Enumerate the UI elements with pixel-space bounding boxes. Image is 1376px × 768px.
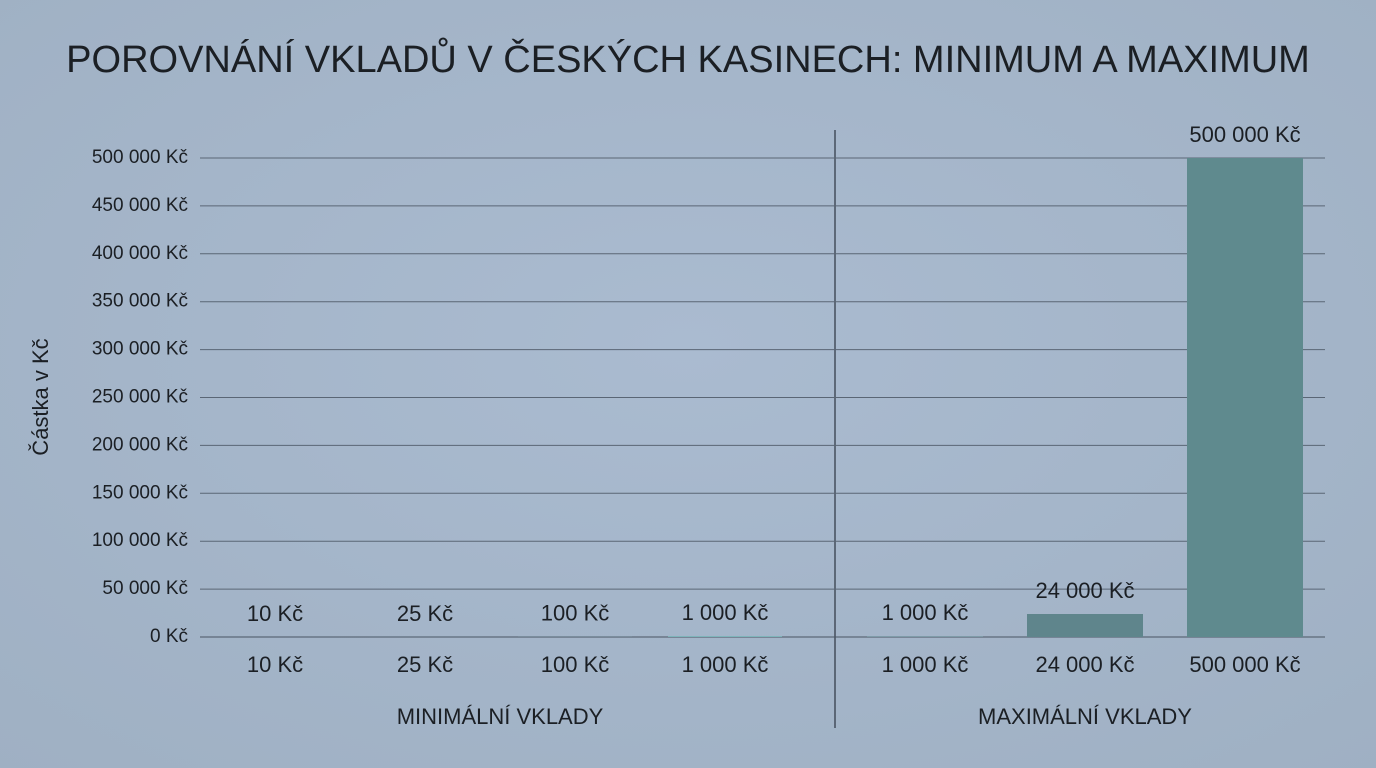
bar [668,636,782,637]
y-tick-label: 50 000 Kč [102,578,188,599]
x-tick-label: 1 000 Kč [682,652,769,677]
y-tick-label: 250 000 Kč [92,387,188,408]
y-axis-title: Částka v Kč [28,338,53,455]
value-label: 100 Kč [541,601,610,626]
value-label: 500 000 Kč [1189,122,1300,147]
value-label: 10 Kč [247,601,303,626]
x-tick-label: 25 Kč [397,652,453,677]
y-tick-label: 400 000 Kč [92,243,188,264]
x-tick-label: 24 000 Kč [1035,652,1134,677]
y-tick-label: 200 000 Kč [92,434,188,455]
y-tick-label: 0 Kč [150,626,188,647]
y-tick-label: 100 000 Kč [92,530,188,551]
value-label: 1 000 Kč [882,600,969,625]
bar [1187,158,1303,637]
bar [1027,614,1143,637]
x-tick-label: 100 Kč [541,652,610,677]
y-tick-label: 300 000 Kč [92,339,188,360]
value-label: 1 000 Kč [682,600,769,625]
group-label: MAXIMÁLNÍ VKLADY [978,704,1192,729]
y-tick-label: 500 000 Kč [92,147,188,168]
group-label: MINIMÁLNÍ VKLADY [397,704,604,729]
x-tick-label: 500 000 Kč [1189,652,1300,677]
y-tick-label: 150 000 Kč [92,482,188,503]
y-tick-label: 450 000 Kč [92,195,188,216]
y-tick-label: 350 000 Kč [92,291,188,312]
value-label: 24 000 Kč [1035,578,1134,603]
value-label: 25 Kč [397,601,453,626]
x-tick-label: 10 Kč [247,652,303,677]
chart-title: POROVNÁNÍ VKLADŮ V ČESKÝCH KASINECH: MIN… [66,36,1310,81]
x-tick-label: 1 000 Kč [882,652,969,677]
bar [867,636,983,637]
